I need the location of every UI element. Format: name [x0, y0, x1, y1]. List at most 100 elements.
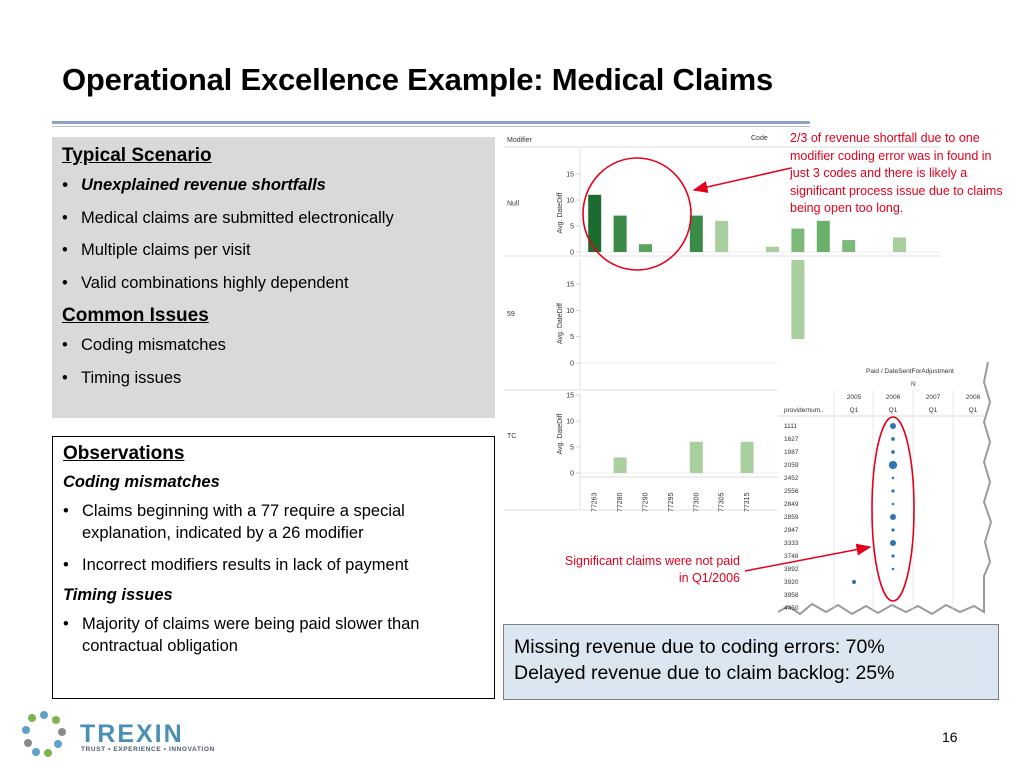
row-label: 2947 — [784, 527, 799, 534]
y-tick-label: 5 — [570, 334, 574, 341]
timing-list: Majority of claims were being paid slowe… — [63, 613, 484, 657]
bar — [715, 220, 729, 252]
scenario-list: Unexplained revenue shortfalls Medical c… — [62, 175, 485, 293]
observations-heading: Observations — [63, 443, 185, 464]
bar — [588, 194, 602, 252]
list-item: Incorrect modifiers results in lack of p… — [63, 554, 484, 576]
coding-heading: Coding mismatches — [63, 473, 220, 491]
x-tick-label: 77300 — [693, 492, 700, 512]
row-label: 3748 — [784, 553, 799, 560]
y-tick-label: 10 — [566, 308, 574, 315]
logo-wordmark: TREXIN — [80, 720, 184, 748]
callout-unpaid-claims: Significant claims were not paid in Q1/2… — [564, 554, 740, 585]
panel-label: Null — [507, 201, 520, 208]
bar — [613, 457, 627, 473]
y-tick-label: 15 — [566, 172, 574, 179]
row-label: 2849 — [784, 501, 799, 508]
row-label: 3920 — [784, 579, 799, 586]
scenario-panel: Typical Scenario Unexplained revenue sho… — [52, 137, 495, 418]
panel-label: 59 — [507, 311, 515, 318]
list-item: Coding mismatches — [62, 335, 485, 355]
trexin-logo-mark — [22, 711, 66, 757]
y-tick-label: 5 — [570, 445, 574, 452]
bubble — [891, 437, 895, 441]
x-tick-label: 77315 — [744, 492, 751, 512]
x-tick-label: 77305 — [719, 492, 726, 512]
bar — [893, 237, 906, 252]
y-tick-label: 0 — [570, 361, 574, 368]
summary-box: Missing revenue due to coding errors: 70… — [503, 624, 999, 700]
y-tick-label: 10 — [566, 198, 574, 205]
header-modifier: Modifier — [507, 137, 533, 144]
bar — [766, 246, 779, 252]
issues-list: Coding mismatches Timing issues — [62, 335, 485, 388]
y-tick-label: 15 — [566, 282, 574, 289]
bubble-subtitle: N — [911, 381, 916, 388]
timing-heading: Timing issues — [63, 586, 173, 604]
y-tick-label: 15 — [566, 393, 574, 400]
bubble — [891, 567, 895, 571]
y-tick-label: 0 — [570, 250, 574, 257]
list-item: Valid combinations highly dependent — [62, 273, 485, 293]
y-axis-label: Avg. DateDiff — [557, 413, 564, 454]
y-axis-label: Avg. DateDiff — [557, 192, 564, 233]
bubble — [890, 514, 896, 520]
observations-panel: Observations Coding mismatches Claims be… — [52, 436, 495, 699]
column-quarter: Q1 — [969, 407, 978, 414]
bubble — [851, 579, 857, 585]
summary-line-coding: Missing revenue due to coding errors: 70… — [514, 636, 885, 658]
list-item: Medical claims are submitted electronica… — [62, 208, 485, 228]
y-tick-label: 10 — [566, 419, 574, 426]
column-quarter: Q1 — [850, 407, 859, 414]
bubble — [891, 450, 895, 454]
bubble — [891, 554, 895, 558]
panel-label: TC — [507, 433, 516, 440]
row-label: 3958 — [784, 592, 799, 599]
row-label: 3333 — [784, 540, 799, 547]
bar — [689, 441, 703, 473]
bar — [791, 228, 805, 252]
bubble — [890, 423, 896, 429]
bar — [791, 260, 805, 339]
column-year: 2006 — [886, 394, 901, 401]
page-number: 16 — [942, 729, 958, 745]
row-label: 1987 — [784, 449, 799, 456]
bar — [816, 220, 830, 252]
list-item: Multiple claims per visit — [62, 240, 485, 260]
row-label: 1627 — [784, 436, 799, 443]
row-label: 4450 — [784, 605, 799, 612]
title-rule-thin — [52, 126, 810, 127]
column-quarter: Q1 — [929, 407, 938, 414]
y-axis-label: Avg. DateDiff — [557, 303, 564, 344]
slide-title: Operational Excellence Example: Medical … — [62, 62, 773, 97]
bubble — [891, 528, 895, 532]
bubble — [891, 502, 895, 506]
header-code: Code — [751, 135, 768, 142]
bubble — [890, 540, 896, 546]
x-tick-label: 77263 — [592, 492, 599, 512]
row-label: 2556 — [784, 488, 799, 495]
list-item: Claims beginning with a 77 require a spe… — [63, 500, 484, 544]
row-header: providernum.. — [784, 407, 824, 414]
bubble — [891, 476, 895, 480]
column-quarter: Q1 — [889, 407, 898, 414]
list-item: Timing issues — [62, 368, 485, 388]
bar — [613, 215, 627, 252]
bubble-title: Paid / DateSentForAdjustment — [866, 368, 954, 375]
issues-heading: Common Issues — [62, 305, 209, 326]
x-tick-label: 77280 — [617, 492, 624, 512]
y-tick-label: 0 — [570, 471, 574, 478]
summary-line-backlog: Delayed revenue due to claim backlog: 25… — [514, 662, 895, 684]
column-year: 2005 — [847, 394, 862, 401]
y-tick-label: 5 — [570, 224, 574, 231]
column-year: 2007 — [926, 394, 941, 401]
scenario-heading: Typical Scenario — [62, 145, 212, 166]
row-label: 1111 — [784, 423, 797, 430]
row-label: 2059 — [784, 462, 799, 469]
bar — [842, 240, 856, 252]
bar — [689, 215, 703, 252]
provider-bubble-chart: Paid / DateSentForAdjustment N 2005 Q1 2006 Q… — [778, 362, 992, 618]
callout-revenue-shortfall: 2/3 of revenue shortfall due to one modi… — [790, 131, 1003, 215]
row-label: 3892 — [784, 566, 799, 573]
logo-tagline: TRUST • EXPERIENCE • INNOVATION — [81, 746, 215, 753]
